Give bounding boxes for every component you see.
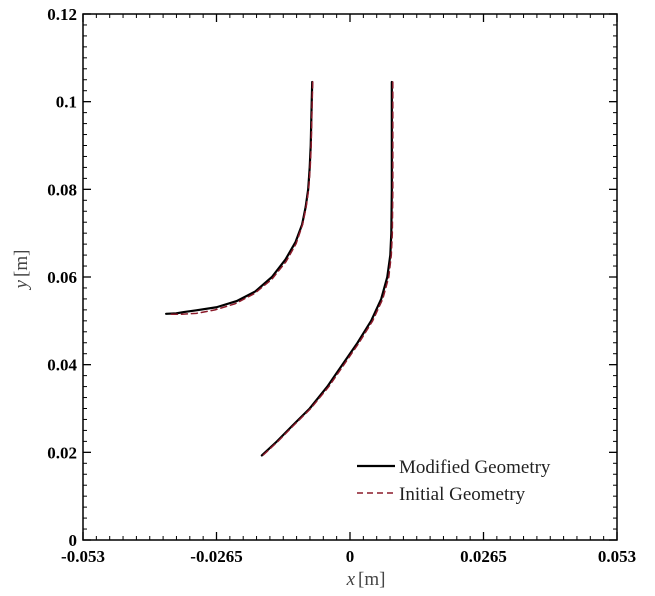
initial-geometry-curve-2 bbox=[262, 81, 394, 457]
y-axis-label: y [m] bbox=[11, 250, 32, 291]
y-tick-label: 0.08 bbox=[47, 180, 77, 199]
y-axis-label-var: y bbox=[11, 279, 32, 290]
legend-label-initial: Initial Geometry bbox=[399, 484, 526, 505]
y-tick-label: 0.06 bbox=[47, 268, 77, 287]
x-tick-label: 0 bbox=[346, 547, 355, 566]
x-axis-label: x [m] bbox=[346, 569, 386, 590]
modified-geometry-curve-1 bbox=[165, 80, 314, 315]
x-tick-label: 0.0265 bbox=[460, 547, 507, 566]
series-modified-geometry bbox=[165, 80, 393, 457]
legend: Modified Geometry Initial Geometry bbox=[357, 457, 551, 505]
y-tick-label: 0.12 bbox=[47, 5, 77, 24]
x-axis-label-var: x bbox=[346, 569, 356, 590]
x-tick-label: 0.053 bbox=[598, 547, 636, 566]
x-axis-ticks: -0.053 -0.0265 0 0.0265 0.053 bbox=[61, 14, 636, 566]
y-axis-label-unit: [m] bbox=[11, 250, 32, 277]
y-axis-ticks: 0 0.02 0.04 0.06 0.08 0.1 0.12 bbox=[47, 5, 617, 550]
legend-label-modified: Modified Geometry bbox=[399, 457, 551, 478]
series-layer bbox=[165, 80, 394, 457]
series-initial-geometry bbox=[167, 81, 394, 457]
initial-geometry-curve-1 bbox=[167, 81, 314, 316]
y-tick-label: 0.1 bbox=[56, 93, 77, 112]
x-axis-label-unit: [m] bbox=[358, 569, 385, 590]
y-tick-label: 0 bbox=[69, 531, 78, 550]
y-tick-label: 0.02 bbox=[47, 443, 77, 462]
y-tick-label: 0.04 bbox=[47, 356, 77, 375]
x-tick-label: -0.053 bbox=[61, 547, 105, 566]
x-tick-label: -0.0265 bbox=[190, 547, 242, 566]
minor-ticks bbox=[83, 14, 617, 540]
